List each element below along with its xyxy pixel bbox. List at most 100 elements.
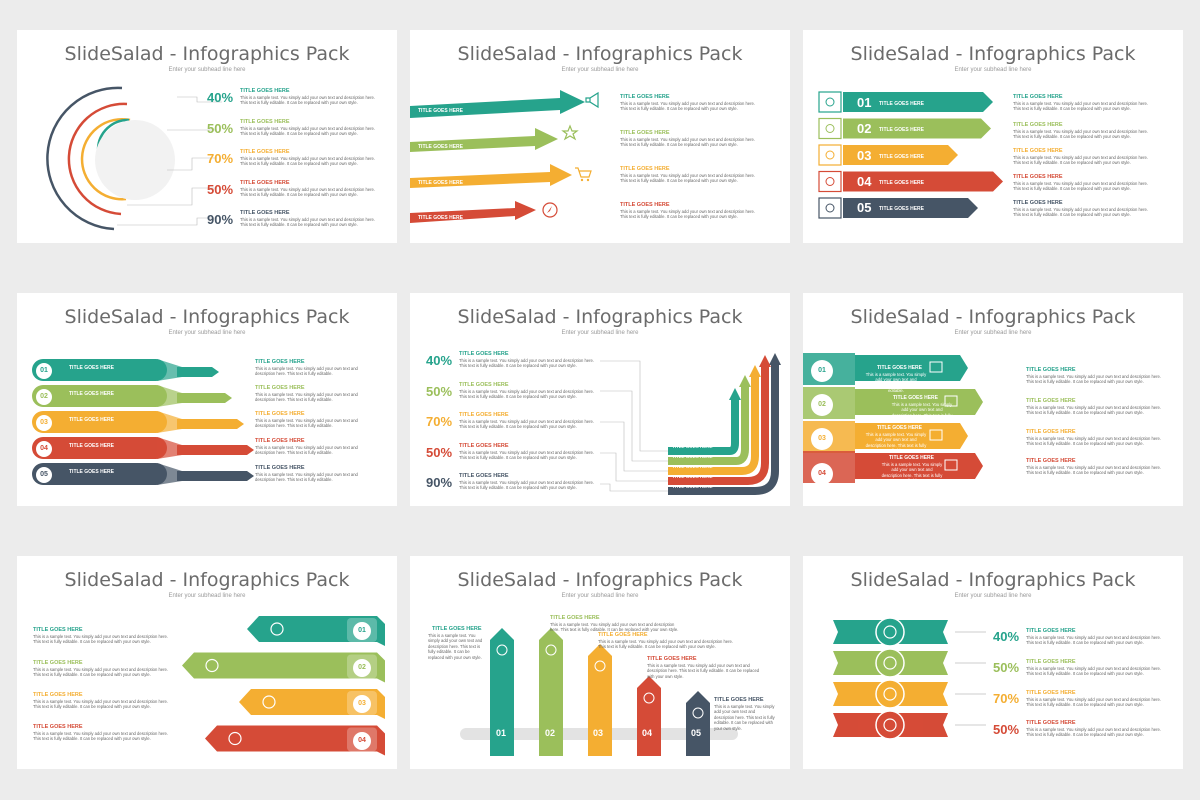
item-description: This is a sample text. You simply add yo… (1013, 155, 1149, 166)
location-icon (883, 656, 897, 670)
percent-value: 50% (426, 445, 453, 460)
item-number: 05 (36, 467, 52, 483)
item-title: TITLE GOES HERE (33, 627, 83, 633)
slide-9[interactable]: SlideSalad - Infographics Pack Enter you… (803, 556, 1183, 769)
slide-3[interactable]: SlideSalad - Infographics Pack Enter you… (803, 30, 1183, 243)
item-title: TITLE GOES HERE (240, 88, 290, 94)
item-description: This is a sample text. You simply add yo… (620, 173, 756, 184)
item-title: TITLE GOES HERE (620, 202, 670, 208)
slide-subtitle: Enter your subhead line here (561, 67, 639, 73)
arrow-label: TITLE GOES HERE (672, 474, 713, 479)
item-number: 02 (811, 394, 833, 416)
item-description: This is a sample text. You simply add yo… (240, 187, 376, 198)
item-number: 02 (857, 121, 872, 136)
item-number: 02 (36, 389, 52, 405)
slide-7[interactable]: SlideSalad - Infographics Pack Enter you… (17, 556, 397, 769)
item-title: TITLE GOES HERE (620, 94, 670, 100)
item-description: This is a sample text. You simply add yo… (550, 622, 679, 633)
item-title: TITLE GOES HERE (1026, 690, 1076, 696)
slide-title: SlideSalad - Infographics Pack (64, 43, 350, 65)
layers-icon (929, 429, 943, 441)
slide-6[interactable]: SlideSalad - Infographics Pack Enter you… (803, 293, 1183, 506)
tab-graphic (803, 353, 983, 483)
slide-subtitle: Enter your subhead line here (561, 330, 639, 336)
cart-icon (883, 687, 897, 701)
item-description: This is a sample text. You simply add yo… (255, 445, 358, 456)
gear-icon (818, 144, 842, 166)
item-description: This is a sample text. You simply add yo… (1013, 181, 1149, 192)
percent-value: 50% (207, 121, 234, 136)
arrow-label: TITLE GOES HERE (418, 215, 464, 221)
percent-value: 50% (993, 660, 1020, 675)
item-title: TITLE GOES HERE (459, 473, 509, 479)
item-description: This is a sample text. You simply add yo… (33, 634, 169, 645)
cloud-upload-icon (883, 625, 897, 639)
slide-title: SlideSalad - Infographics Pack (850, 43, 1136, 65)
percent-value: 90% (207, 212, 234, 227)
arrow-label: TITLE GOES HERE (672, 464, 713, 469)
item-description: This is a sample text. You simply add yo… (240, 95, 376, 106)
item-title: TITLE GOES HERE (432, 626, 482, 632)
percent-value: 50% (207, 182, 234, 197)
slide-4[interactable]: SlideSalad - Infographics Pack Enter you… (17, 293, 397, 506)
slide-5[interactable]: SlideSalad - Infographics Pack Enter you… (410, 293, 790, 506)
item-number: 05 (691, 728, 702, 738)
search-icon (944, 459, 958, 471)
trophy-icon (818, 170, 842, 193)
item-title: TITLE GOES HERE (1013, 200, 1063, 206)
item-description: This is a sample text. You simply add yo… (33, 667, 169, 678)
item-description: This is a sample text. You simply add yo… (1013, 129, 1149, 140)
curved-arrow-graphic (600, 353, 781, 495)
concentric-arc-graphic (46, 86, 222, 231)
share-icon (594, 660, 606, 672)
item-number: 05 (857, 200, 872, 215)
item-title: TITLE GOES HERE (255, 465, 305, 471)
item-title: TITLE GOES HERE (1013, 174, 1063, 180)
percent-value: 90% (426, 475, 453, 490)
item-description: This is a sample text. You simply add yo… (255, 472, 358, 483)
slide-2[interactable]: SlideSalad - Infographics Pack Enter you… (410, 30, 790, 243)
arrow-label: TITLE GOES HERE (418, 144, 464, 150)
slide-8[interactable]: SlideSalad - Infographics Pack Enter you… (410, 556, 790, 769)
tab-label: TITLE GOES HERE (877, 425, 923, 431)
item-description: This is a sample text. You simply add yo… (33, 731, 169, 742)
item-number: 01 (353, 622, 371, 640)
shield-icon (818, 117, 842, 140)
item-title: TITLE GOES HERE (240, 119, 290, 125)
item-number: 04 (36, 441, 52, 457)
tab-label: TITLE GOES HERE (877, 365, 923, 371)
item-title: TITLE GOES HERE (240, 180, 290, 186)
item-description: This is a sample text. You simply add yo… (255, 418, 358, 429)
item-description: This is a sample text. You simply add yo… (240, 126, 376, 137)
percent-value: 40% (207, 90, 234, 105)
slide-1[interactable]: SlideSalad - Infographics Pack Enter you… (17, 30, 397, 243)
banner-label: TITLE GOES HERE (879, 180, 925, 186)
percent-value: 50% (993, 722, 1020, 737)
item-description: This is a sample text. You simply add yo… (647, 663, 760, 679)
item-description: This is a sample text. You simply add yo… (1026, 697, 1162, 708)
item-description: This is a sample text. You simply add yo… (459, 480, 595, 491)
item-description: This is a sample text. You simply add yo… (1026, 465, 1162, 476)
slide-title: SlideSalad - Infographics Pack (850, 306, 1136, 328)
item-title: TITLE GOES HERE (714, 697, 764, 703)
item-title: TITLE GOES HERE (647, 656, 697, 662)
slide-subtitle: Enter your subhead line here (954, 593, 1032, 599)
image-icon (944, 395, 958, 407)
item-title: TITLE GOES HERE (459, 351, 509, 357)
item-description: This is a sample text. You simply add yo… (255, 366, 358, 377)
arrow-label: TITLE GOES HERE (418, 108, 464, 114)
ribbon-label: TITLE GOES HERE (69, 391, 115, 397)
item-title: TITLE GOES HERE (598, 632, 648, 638)
slide-title: SlideSalad - Infographics Pack (64, 569, 350, 591)
item-description: This is a sample text. You simply add yo… (428, 633, 483, 660)
slide-subtitle: Enter your subhead line here (168, 330, 246, 336)
item-title: TITLE GOES HERE (620, 130, 670, 136)
item-title: TITLE GOES HERE (240, 210, 290, 216)
speaker-icon (262, 695, 276, 709)
item-title: TITLE GOES HERE (620, 166, 670, 172)
slide-title: SlideSalad - Infographics Pack (850, 569, 1136, 591)
item-description: This is a sample text. You simply add yo… (255, 392, 358, 403)
ribbon-label: TITLE GOES HERE (69, 443, 115, 449)
banner-label: TITLE GOES HERE (879, 206, 925, 212)
item-title: TITLE GOES HERE (459, 382, 509, 388)
